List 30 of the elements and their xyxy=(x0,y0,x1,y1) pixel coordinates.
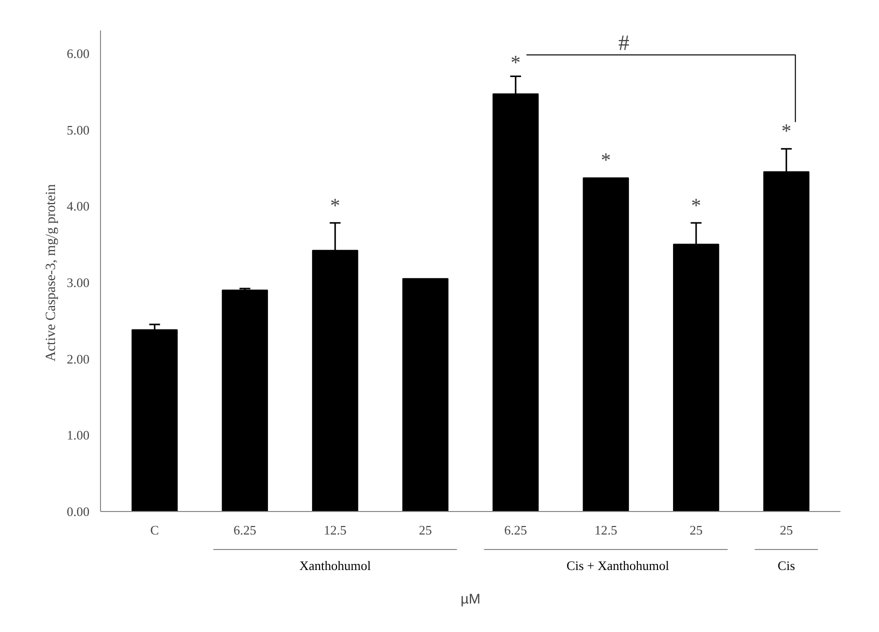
y-tick-label: 6.00 xyxy=(66,46,90,61)
annotation: * xyxy=(330,194,340,217)
x-tick-label: 6.25 xyxy=(504,522,527,538)
text: Xanthohumol xyxy=(299,558,372,573)
annotation: * xyxy=(510,52,521,74)
bar xyxy=(402,278,448,512)
x-tick-label: 12.5 xyxy=(594,522,618,538)
x-axis-title: µM xyxy=(460,590,480,606)
y-tick-label: 3.00 xyxy=(66,274,90,290)
bar xyxy=(582,177,629,512)
y-tick-label: 5.00 xyxy=(66,122,90,138)
annotation: * xyxy=(781,120,792,143)
y-tick-label: 0.00 xyxy=(66,504,90,519)
bar xyxy=(222,290,268,512)
annotation: * xyxy=(691,194,702,217)
text: Cis + Xanthohumol xyxy=(566,558,670,573)
annotation: # xyxy=(618,30,630,55)
annotation: * xyxy=(600,150,611,172)
x-tick-label: 25 xyxy=(418,522,432,538)
y-tick-label: 1.00 xyxy=(66,428,90,443)
text: Cis xyxy=(778,558,796,573)
y-tick-label: 2.00 xyxy=(66,351,90,366)
y-tick-label: 4.00 xyxy=(66,198,90,214)
y-axis-title: Active Caspase-3, mg/g protein xyxy=(44,184,59,362)
x-tick-label: 25 xyxy=(690,522,703,538)
bar xyxy=(132,329,178,512)
x-tick-label: 12.5 xyxy=(324,522,347,538)
x-tick-label: 25 xyxy=(780,522,793,538)
x-tick-label: 6.25 xyxy=(234,522,256,538)
x-tick-label: C xyxy=(150,522,159,538)
